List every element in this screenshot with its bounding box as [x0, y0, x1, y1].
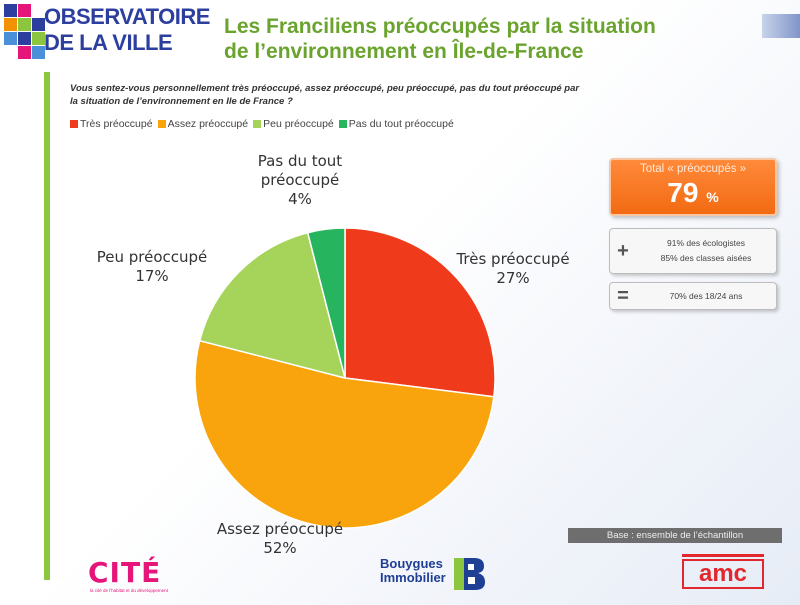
total-value: 79 [667, 177, 699, 208]
legend-label: Pas du tout préoccupé [348, 118, 454, 130]
plus-line2: 85% des classes aisées [660, 253, 752, 263]
plus-lines: 91% des écologistes 85% des classes aisé… [636, 236, 776, 266]
logo-square [18, 4, 31, 17]
legend-swatch [338, 120, 347, 128]
legend-item: Pas du tout préoccupé [338, 118, 454, 130]
logo-square [18, 32, 31, 45]
minus-box: = 70% des 18/24 ans [609, 282, 777, 310]
label-peu-name: Peu préoccupé [96, 248, 208, 266]
cite-logo-subtitle: la cité de l'habitat et du développement [90, 588, 168, 593]
bouygues-line1: Bouygues [380, 556, 443, 571]
logo-square [32, 46, 45, 59]
logo-squares [4, 2, 45, 68]
question-line2: la situation de l’environnement en Ile d… [70, 96, 293, 107]
pie-slice-2 [198, 231, 347, 380]
legend-swatch [70, 120, 78, 128]
bouygues-b-icon [454, 558, 485, 590]
logo-line2: DE LA VILLE [44, 30, 173, 55]
plus-icon: + [617, 239, 629, 262]
chart-legend: Très préoccupé Assez préoccupé Peu préoc… [70, 118, 454, 130]
bouygues-line2: Immobilier [380, 570, 446, 585]
survey-question: Vous sentez-vous personnellement très pr… [70, 82, 680, 108]
label-assez-value: 52% [263, 539, 297, 557]
total-label: Total « préoccupés » [639, 163, 747, 175]
legend-label: Assez préoccupé [167, 118, 249, 130]
logo-square [18, 18, 31, 31]
total-value-row: 79 % [611, 177, 775, 209]
label-pas-name2: préoccupé [260, 171, 340, 189]
pie-slice-3 [306, 227, 346, 379]
logo-square [18, 46, 31, 59]
label-assez-name: Assez préoccupé [216, 520, 344, 538]
logo-square [4, 18, 17, 31]
corner-bar [762, 14, 800, 38]
legend-swatch [157, 120, 166, 128]
label-peu-value: 17% [135, 267, 169, 285]
title-line2: de l’environnement en Île-de-France [224, 40, 584, 63]
accent-bar [44, 72, 50, 580]
logo-square [4, 32, 17, 45]
legend-label: Très préoccupé [80, 118, 153, 130]
observatoire-logo: OBSERVATOIRE DE LA VILLE [44, 4, 210, 56]
base-note: Base : ensemble de l’échantillon [568, 528, 782, 543]
label-tres: Très préoccupé 27% [448, 250, 578, 288]
label-tres-value: 27% [496, 269, 530, 287]
logo-square [32, 32, 45, 45]
label-pas: Pas du tout préoccupé 4% [240, 152, 360, 209]
total-concerned-box: Total « préoccupés » 79 % [609, 158, 777, 216]
legend-item: Assez préoccupé [157, 118, 249, 130]
label-assez: Assez préoccupé 52% [200, 520, 360, 558]
question-line1: Vous sentez-vous personnellement très pr… [70, 83, 580, 94]
logo-square [32, 18, 45, 31]
total-unit: % [706, 189, 719, 205]
plus-line1: 91% des écologistes [667, 238, 745, 248]
minus-lines: 70% des 18/24 ans [636, 289, 776, 304]
pie-slice-1 [194, 339, 495, 529]
legend-item: Très préoccupé [70, 118, 153, 130]
label-pas-value: 4% [288, 190, 312, 208]
logo-square [4, 4, 17, 17]
title-line1: Les Franciliens préoccupés par la situat… [224, 15, 656, 38]
amc-logo-bar [682, 554, 764, 557]
minus-icon: = [617, 284, 629, 307]
legend-label: Peu préoccupé [263, 118, 334, 130]
legend-item: Peu préoccupé [253, 118, 334, 130]
minus-line1: 70% des 18/24 ans [669, 290, 743, 301]
plus-box: + 91% des écologistes 85% des classes ai… [609, 228, 777, 274]
label-tres-name: Très préoccupé [456, 250, 570, 268]
logo-line1: OBSERVATOIRE [44, 4, 210, 29]
label-peu: Peu préoccupé 17% [82, 248, 222, 286]
amc-logo: amc [682, 559, 764, 589]
legend-swatch [253, 120, 262, 128]
cite-logo: CITÉ [88, 556, 162, 589]
label-pas-name1: Pas du tout [257, 152, 343, 170]
pie-slice-0 [344, 227, 496, 398]
bouygues-logo: Bouygues Immobilier [380, 557, 446, 585]
page-title: Les Franciliens préoccupés par la situat… [224, 14, 656, 64]
